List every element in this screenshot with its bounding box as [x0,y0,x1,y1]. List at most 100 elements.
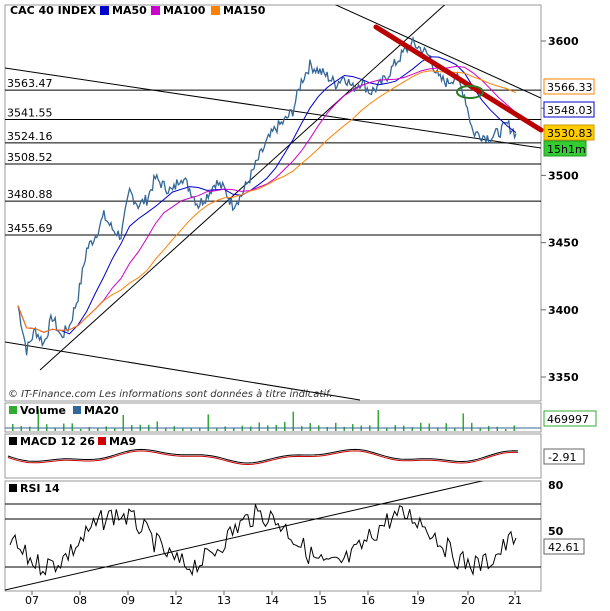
main-plot-layer [5,5,541,401]
y-tick-label-5: 3350 [548,371,579,384]
volume-bar-13 [122,414,124,431]
volume-bar-3 [37,409,39,431]
macd-legend: MACD 12 26 MA9 [9,435,136,448]
level-label-4: 3480.88 [7,188,53,201]
volume-bar-2 [29,426,31,431]
x-tick-label-9: 20 [461,594,475,607]
legend-swatch-ma9 [98,437,106,445]
volume-bar-47 [411,427,413,431]
legend-label-ma150: MA150 [223,4,266,17]
volume-bar-44 [386,428,388,431]
volume-bar-39 [343,426,345,431]
volume-bar-49 [428,423,430,431]
volume-bar-54 [471,422,473,431]
volume-bar-48 [420,422,422,431]
volume-bar-8 [80,428,82,431]
legend-label-rsi: RSI 14 [20,482,60,495]
volume-bar-58 [505,428,507,431]
legend-label-ma50: MA50 [112,4,147,17]
x-tick-label-8: 19 [411,594,425,607]
macd-line [7,448,519,464]
x-tick-label-2: 09 [121,594,135,607]
legend-swatch-ma150 [211,6,220,15]
volume-bar-57 [496,426,498,431]
volume-bar-35 [309,423,311,431]
volume-bar-29 [258,422,260,431]
volume-bar-52 [454,428,456,431]
rsi-line [9,504,517,577]
legend-swatch-ma100 [151,6,160,15]
volume-bar-38 [335,422,337,431]
volume-panel-frame [4,402,542,433]
main-overlay-layer [373,24,544,133]
ma50-line [17,56,517,335]
volume-bar-50 [437,427,439,431]
volume-legend: Volume MA20 [9,404,119,417]
trend-line-1 [5,341,361,401]
volume-bar-10 [97,428,99,431]
rsi-plot-layer [5,481,541,591]
y-tick-label-3: 3450 [548,237,579,250]
volume-bar-43 [377,410,379,431]
legend-swatch-rsi [9,484,17,492]
rsi-y-tick-1: 50 [548,525,564,538]
level-label-0: 3563.47 [7,77,53,90]
volume-bar-0 [12,423,14,431]
price-tag-ma50 [543,101,595,118]
volume-bar-5 [54,427,56,431]
legend-swatch-macd [9,437,17,445]
y-tick-label-4: 3400 [548,304,579,317]
volume-bar-37 [326,426,328,431]
value-tags: 3566.33 3548.03 3530.83 15h1m 469997 -2.… [543,78,597,555]
watermark: © IT-Finance.com Les informations sont d… [8,388,333,400]
trend-line-3 [334,5,541,99]
legend-label-ma20: MA20 [84,404,119,417]
volume-bar-24 [216,428,218,431]
rsi-legend: RSI 14 [9,482,60,495]
level-label-3: 3508.52 [7,151,53,164]
volume-bar-7 [71,423,73,431]
volume-bar-53 [462,413,464,431]
price-tag-last-text: 3530.83 [547,127,593,140]
volume-value-text: 469997 [547,413,589,426]
volume-bar-26 [233,428,235,431]
level-label-2: 3524.16 [7,130,53,143]
volume-bar-17 [156,421,158,431]
volume-bar-25 [224,426,226,431]
volume-bar-33 [292,411,294,431]
volume-value-tag [543,410,597,427]
main-legend: CAC 40 INDEX MA50 MA100 MA150 [10,4,266,17]
legend-swatch-ma20 [73,406,81,414]
volume-bar-21 [190,427,192,431]
volume-bar-11 [105,426,107,431]
legend-label-volume: Volume [20,404,66,417]
trend-line-0 [5,67,541,149]
x-tick-label-1: 08 [73,594,87,607]
red-trend-annotation [373,24,544,133]
legend-swatch-volume [9,406,17,414]
macd-panel-frame [4,433,542,479]
legend-label-ma100: MA100 [163,4,206,17]
volume-bar-18 [165,428,167,431]
price-tag-last [543,124,595,141]
level-label-1: 3541.55 [7,107,53,120]
level-label-5: 3455.69 [7,222,53,235]
x-tick-label-10: 21 [508,594,522,607]
legend-label-ma9: MA9 [109,435,136,448]
volume-bar-55 [479,428,481,431]
timer-tag-text: 15h1m [547,143,586,156]
x-tick-label-4: 13 [217,594,231,607]
chart-title: CAC 40 INDEX [10,4,97,17]
volume-bar-19 [173,426,175,431]
x-tick-label-6: 15 [313,594,327,607]
volume-bar-1 [20,426,22,431]
volume-bar-34 [301,426,303,431]
x-tick-label-0: 07 [25,594,39,607]
rsi-y-tick-0: 80 [548,479,564,492]
y-tick-label-2: 3500 [548,169,579,182]
rsi-value-tag [543,538,585,555]
x-tick-label-5: 14 [265,594,279,607]
rsi-panel-frame [4,480,542,592]
